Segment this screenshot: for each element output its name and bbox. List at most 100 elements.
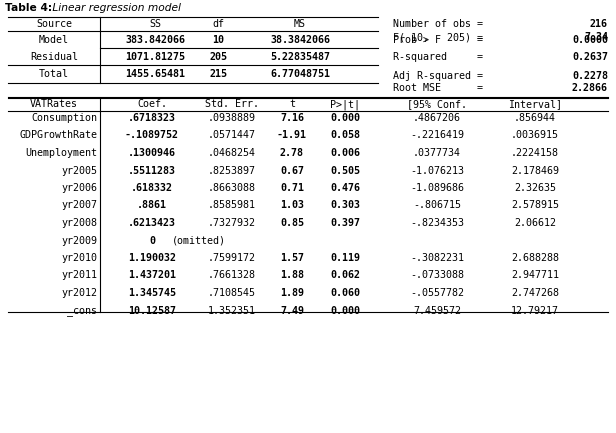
Text: yr2006: yr2006 xyxy=(61,183,97,193)
Text: MS: MS xyxy=(294,19,306,29)
Text: 1.88: 1.88 xyxy=(280,271,304,281)
Text: 1.352351: 1.352351 xyxy=(208,306,256,316)
Text: yr2010: yr2010 xyxy=(61,253,97,263)
Text: Adj R-squared =: Adj R-squared = xyxy=(393,71,483,81)
Text: F( 10,   205) =: F( 10, 205) = xyxy=(393,32,483,42)
Text: .8861: .8861 xyxy=(137,200,167,210)
Text: 216: 216 xyxy=(590,19,608,29)
Text: 0: 0 xyxy=(149,236,155,246)
Text: -.0557782: -.0557782 xyxy=(410,288,464,298)
Text: 7.34: 7.34 xyxy=(584,32,608,42)
Text: .6718323: .6718323 xyxy=(128,113,176,123)
Text: 0.2637: 0.2637 xyxy=(572,52,608,62)
Text: Model: Model xyxy=(39,35,69,45)
Text: 2.2866: 2.2866 xyxy=(572,83,608,93)
Text: 0.000: 0.000 xyxy=(330,306,360,316)
Text: Number of obs =: Number of obs = xyxy=(393,19,483,29)
Text: 0.476: 0.476 xyxy=(330,183,360,193)
Text: 6.77048751: 6.77048751 xyxy=(270,69,330,79)
Text: .7108545: .7108545 xyxy=(208,288,256,298)
Text: yr2008: yr2008 xyxy=(61,218,97,228)
Text: 0.85: 0.85 xyxy=(280,218,304,228)
Text: [95% Conf.: [95% Conf. xyxy=(407,99,467,109)
Text: Coef.: Coef. xyxy=(137,99,167,109)
Text: 0.000: 0.000 xyxy=(330,113,360,123)
Text: yr2007: yr2007 xyxy=(61,200,97,210)
Text: VATRates: VATRates xyxy=(30,99,78,109)
Text: _cons: _cons xyxy=(67,306,97,316)
Text: 7.16: 7.16 xyxy=(280,113,304,123)
Text: 2.747268: 2.747268 xyxy=(511,288,559,298)
Text: 38.3842066: 38.3842066 xyxy=(270,35,330,45)
Text: 1.190032: 1.190032 xyxy=(128,253,176,263)
Text: 2.78: 2.78 xyxy=(280,148,304,158)
Text: 10.12587: 10.12587 xyxy=(128,306,176,316)
Text: 7.49: 7.49 xyxy=(280,306,304,316)
Text: Residual: Residual xyxy=(30,52,78,62)
Text: .8585981: .8585981 xyxy=(208,200,256,210)
Text: Source: Source xyxy=(36,19,72,29)
Text: 1.437201: 1.437201 xyxy=(128,271,176,281)
Text: 0.058: 0.058 xyxy=(330,130,360,140)
Text: 0.397: 0.397 xyxy=(330,218,360,228)
Text: 383.842066: 383.842066 xyxy=(125,35,185,45)
Text: 2.578915: 2.578915 xyxy=(511,200,559,210)
Text: P>|t|: P>|t| xyxy=(330,99,360,110)
Text: GDPGrowthRate: GDPGrowthRate xyxy=(19,130,97,140)
Text: .0468254: .0468254 xyxy=(208,148,256,158)
Text: 0.119: 0.119 xyxy=(330,253,360,263)
Text: Unemployment: Unemployment xyxy=(25,148,97,158)
Text: -.2216419: -.2216419 xyxy=(410,130,464,140)
Text: -1.076213: -1.076213 xyxy=(410,165,464,175)
Text: R-squared     =: R-squared = xyxy=(393,52,483,62)
Text: .7599172: .7599172 xyxy=(208,253,256,263)
Text: .6213423: .6213423 xyxy=(128,218,176,228)
Text: Total: Total xyxy=(39,69,69,79)
Text: .618332: .618332 xyxy=(131,183,173,193)
Text: .0938889: .0938889 xyxy=(208,113,256,123)
Text: Std. Err.: Std. Err. xyxy=(205,99,259,109)
Text: 1455.65481: 1455.65481 xyxy=(125,69,185,79)
Text: 5.22835487: 5.22835487 xyxy=(270,52,330,62)
Text: 205: 205 xyxy=(209,52,227,62)
Text: -.806715: -.806715 xyxy=(413,200,461,210)
Text: SS: SS xyxy=(149,19,161,29)
Text: yr2012: yr2012 xyxy=(61,288,97,298)
Text: 0.303: 0.303 xyxy=(330,200,360,210)
Text: 0.67: 0.67 xyxy=(280,165,304,175)
Text: .2224158: .2224158 xyxy=(511,148,559,158)
Text: yr2011: yr2011 xyxy=(61,271,97,281)
Text: .5511283: .5511283 xyxy=(128,165,176,175)
Text: 2.688288: 2.688288 xyxy=(511,253,559,263)
Text: Consumption: Consumption xyxy=(31,113,97,123)
Text: .0571447: .0571447 xyxy=(208,130,256,140)
Text: 1.03: 1.03 xyxy=(280,200,304,210)
Text: -.1089752: -.1089752 xyxy=(125,130,179,140)
Text: 0.060: 0.060 xyxy=(330,288,360,298)
Text: t: t xyxy=(289,99,295,109)
Text: -.8234353: -.8234353 xyxy=(410,218,464,228)
Text: 1.89: 1.89 xyxy=(280,288,304,298)
Text: .1300946: .1300946 xyxy=(128,148,176,158)
Text: -.3082231: -.3082231 xyxy=(410,253,464,263)
Text: .856944: .856944 xyxy=(514,113,556,123)
Text: .4867206: .4867206 xyxy=(413,113,461,123)
Text: 12.79217: 12.79217 xyxy=(511,306,559,316)
Text: 0.71: 0.71 xyxy=(280,183,304,193)
Text: Table 4:: Table 4: xyxy=(5,3,52,13)
Text: (omitted): (omitted) xyxy=(172,236,226,246)
Text: .0377734: .0377734 xyxy=(413,148,461,158)
Text: 0.505: 0.505 xyxy=(330,165,360,175)
Text: .0036915: .0036915 xyxy=(511,130,559,140)
Text: -1.089686: -1.089686 xyxy=(410,183,464,193)
Text: Linear regression model: Linear regression model xyxy=(49,3,181,13)
Text: 0.062: 0.062 xyxy=(330,271,360,281)
Text: 2.06612: 2.06612 xyxy=(514,218,556,228)
Text: -1.91: -1.91 xyxy=(277,130,307,140)
Text: Interval]: Interval] xyxy=(508,99,562,109)
Text: df: df xyxy=(212,19,224,29)
Text: 10: 10 xyxy=(212,35,224,45)
Text: -.0733088: -.0733088 xyxy=(410,271,464,281)
Text: 1.57: 1.57 xyxy=(280,253,304,263)
Text: 1071.81275: 1071.81275 xyxy=(125,52,185,62)
